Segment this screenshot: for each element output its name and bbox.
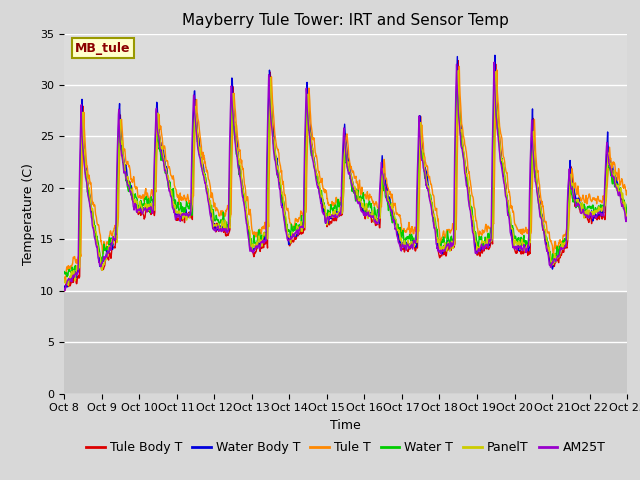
Text: MB_tule: MB_tule [76, 42, 131, 55]
Y-axis label: Temperature (C): Temperature (C) [22, 163, 35, 264]
Bar [64, 34, 627, 291]
Legend: Tule Body T, Water Body T, Tule T, Water T, PanelT, AM25T: Tule Body T, Water Body T, Tule T, Water… [81, 436, 611, 459]
X-axis label: Time: Time [330, 419, 361, 432]
Title: Mayberry Tule Tower: IRT and Sensor Temp: Mayberry Tule Tower: IRT and Sensor Temp [182, 13, 509, 28]
